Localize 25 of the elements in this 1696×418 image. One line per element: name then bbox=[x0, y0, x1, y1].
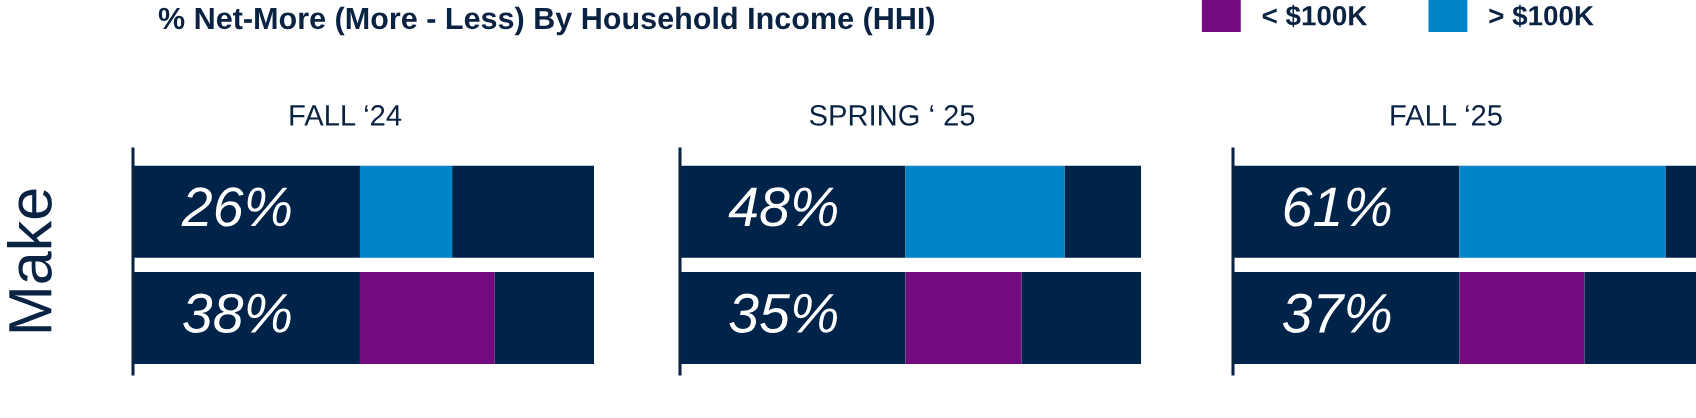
data-label: 37% bbox=[1282, 293, 1391, 333]
bar bbox=[905, 165, 1065, 258]
y-axis-title: Make bbox=[7, 189, 52, 332]
chart-title: FALL ‘25 bbox=[1391, 105, 1502, 126]
text: % Net-More (More - Less) By Household Income (HHI) bbox=[158, 6, 935, 36]
data-label: 48% bbox=[728, 187, 837, 227]
bar bbox=[1665, 165, 1696, 258]
bar bbox=[905, 272, 1022, 365]
bar bbox=[359, 272, 495, 365]
bar bbox=[494, 272, 594, 365]
legend-label: < $100K bbox=[1262, 4, 1368, 28]
bar bbox=[1584, 272, 1696, 365]
bar bbox=[452, 165, 594, 258]
bar bbox=[1064, 165, 1141, 258]
data-label: 26% bbox=[181, 187, 291, 227]
chart-title: FALL ‘24 bbox=[290, 105, 402, 126]
data-label: 61% bbox=[1284, 187, 1391, 227]
bar bbox=[1459, 272, 1585, 365]
data-label: 35% bbox=[729, 293, 837, 333]
bar bbox=[1021, 272, 1141, 365]
legend-label: > $100K bbox=[1489, 4, 1594, 28]
bar bbox=[1459, 165, 1666, 258]
bar bbox=[359, 165, 453, 258]
chart-title: SPRING ‘ 25 bbox=[809, 105, 975, 126]
data-label: 38% bbox=[183, 293, 291, 333]
